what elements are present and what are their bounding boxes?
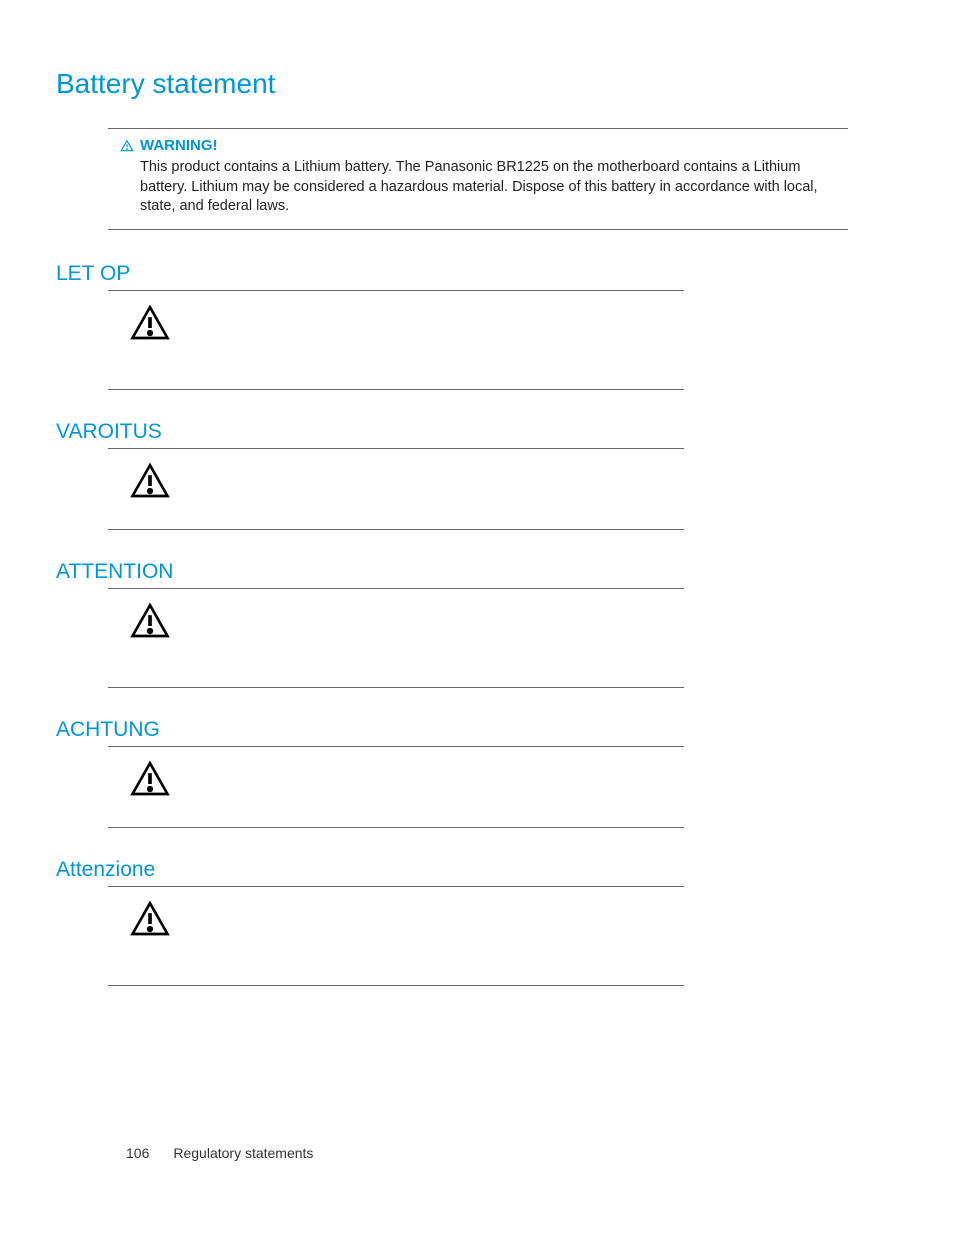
section-attention: ATTENTION — [56, 560, 898, 688]
page-footer: 106 Regulatory statements — [126, 1145, 313, 1161]
page-heading: Battery statement — [56, 68, 898, 100]
warning-triangle-icon — [130, 899, 170, 939]
section-heading: VAROITUS — [56, 420, 898, 444]
section-heading: Attenzione — [56, 858, 898, 882]
section-achtung: ACHTUNG — [56, 718, 898, 828]
warning-text: This product contains a Lithium battery.… — [120, 158, 836, 217]
warning-triangle-icon — [130, 303, 170, 343]
page-number: 106 — [126, 1145, 149, 1161]
footer-section-title: Regulatory statements — [173, 1145, 313, 1161]
section-box — [108, 746, 684, 828]
warning-triangle-icon — [130, 601, 170, 641]
section-heading: ACHTUNG — [56, 718, 898, 742]
section-attenzione: Attenzione — [56, 858, 898, 986]
warning-triangle-icon — [130, 461, 170, 501]
warning-header: WARNING! — [120, 137, 836, 154]
section-box — [108, 588, 684, 688]
section-box — [108, 886, 684, 986]
warning-triangle-icon — [130, 759, 170, 799]
section-varoitus: VAROITUS — [56, 420, 898, 530]
warning-triangle-icon — [120, 139, 134, 153]
warning-box: WARNING! This product contains a Lithium… — [108, 128, 848, 230]
section-box — [108, 290, 684, 390]
section-let-op: LET OP — [56, 262, 898, 390]
section-box — [108, 448, 684, 530]
section-heading: LET OP — [56, 262, 898, 286]
section-heading: ATTENTION — [56, 560, 898, 584]
warning-label: WARNING! — [140, 137, 218, 154]
